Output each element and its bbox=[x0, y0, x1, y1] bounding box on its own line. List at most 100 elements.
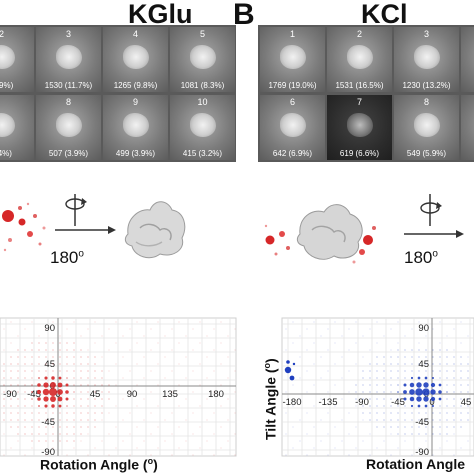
distribution-dot bbox=[115, 321, 117, 323]
class-average-tile: 8 507 (3.9%) bbox=[36, 95, 101, 160]
distribution-dot bbox=[150, 328, 152, 330]
distribution-dot bbox=[171, 370, 173, 372]
distribution-dot bbox=[80, 363, 82, 365]
distribution-dot bbox=[178, 447, 180, 449]
distribution-dot bbox=[10, 377, 12, 379]
distribution-dot bbox=[38, 433, 40, 435]
distribution-dot bbox=[51, 404, 55, 408]
distribution-dot bbox=[460, 391, 462, 393]
class-average-tile: 10 415 (3.2%) bbox=[170, 95, 235, 160]
distribution-dot bbox=[376, 342, 378, 344]
distribution-dot bbox=[348, 412, 350, 414]
distribution-dot bbox=[390, 384, 392, 386]
distribution-dot bbox=[286, 360, 290, 364]
distribution-dot bbox=[306, 349, 308, 351]
distribution-dot bbox=[122, 335, 124, 337]
distribution-dot bbox=[38, 405, 40, 407]
distribution-dot bbox=[80, 412, 82, 414]
distribution-dot bbox=[199, 342, 201, 344]
distribution-dot bbox=[348, 349, 350, 351]
x-tick-label: -135 bbox=[318, 397, 337, 408]
distribution-dot bbox=[369, 433, 371, 435]
distribution-dot bbox=[299, 440, 301, 442]
distribution-dot bbox=[327, 433, 329, 435]
distribution-dot bbox=[45, 356, 47, 358]
distribution-dot bbox=[404, 426, 406, 428]
distribution-dot bbox=[362, 440, 364, 442]
distribution-dot bbox=[397, 370, 399, 372]
distribution-dot bbox=[334, 384, 336, 386]
distribution-dot bbox=[334, 426, 336, 428]
distribution-dot bbox=[10, 405, 12, 407]
distribution-dot bbox=[115, 363, 117, 365]
distribution-dot bbox=[129, 412, 131, 414]
distribution-dot bbox=[446, 433, 448, 435]
distribution-dot bbox=[24, 370, 26, 372]
distribution-dot bbox=[439, 433, 441, 435]
distribution-dot bbox=[38, 426, 40, 428]
distribution-dot bbox=[73, 391, 75, 393]
kcl-angular-distribution-plot: -180-135-90-4504590450-45-90 bbox=[281, 317, 474, 458]
distribution-dot bbox=[164, 440, 166, 442]
distribution-dot bbox=[94, 377, 96, 379]
distribution-dot bbox=[453, 349, 455, 351]
distribution-dot bbox=[157, 384, 159, 386]
distribution-dot bbox=[355, 426, 357, 428]
distribution-dot bbox=[10, 384, 12, 386]
distribution-dot bbox=[24, 398, 26, 400]
distribution-dot bbox=[115, 426, 117, 428]
distribution-dot bbox=[348, 454, 350, 456]
distribution-dot bbox=[460, 419, 462, 421]
class-average-tile bbox=[461, 95, 474, 160]
distribution-dot bbox=[341, 356, 343, 358]
distribution-dot bbox=[227, 377, 229, 379]
distribution-dot bbox=[164, 419, 166, 421]
distribution-dot bbox=[390, 349, 392, 351]
distribution-dot bbox=[17, 419, 19, 421]
distribution-dot bbox=[157, 447, 159, 449]
distribution-dot bbox=[52, 440, 54, 442]
distribution-dot bbox=[80, 433, 82, 435]
distribution-dot bbox=[17, 384, 19, 386]
distribution-dot bbox=[66, 328, 68, 330]
distribution-dot bbox=[87, 356, 89, 358]
x-tick-label: 135 bbox=[162, 389, 178, 400]
distribution-dot bbox=[422, 388, 430, 396]
distribution-dot bbox=[284, 366, 292, 374]
distribution-dot bbox=[341, 419, 343, 421]
distribution-dot bbox=[220, 447, 222, 449]
distribution-dot bbox=[38, 419, 40, 421]
distribution-dot bbox=[73, 342, 75, 344]
distribution-dot bbox=[108, 454, 110, 456]
distribution-dot bbox=[36, 389, 42, 395]
distribution-dot bbox=[52, 447, 54, 449]
distribution-dot bbox=[397, 412, 399, 414]
distribution-dot bbox=[327, 370, 329, 372]
distribution-dot bbox=[376, 384, 378, 386]
distribution-dot bbox=[10, 370, 12, 372]
x-axis-title: Rotation Angle (o) bbox=[40, 456, 158, 473]
distribution-dot bbox=[58, 404, 62, 408]
distribution-dot bbox=[313, 405, 315, 407]
distribution-dot bbox=[292, 405, 294, 407]
distribution-dot bbox=[10, 398, 12, 400]
distribution-dot bbox=[129, 349, 131, 351]
distribution-dot bbox=[38, 335, 40, 337]
distribution-dot bbox=[101, 405, 103, 407]
distribution-dot bbox=[313, 426, 315, 428]
distribution-dot bbox=[432, 328, 434, 330]
distribution-dot bbox=[439, 419, 441, 421]
distribution-dot bbox=[425, 412, 427, 414]
distribution-dot bbox=[80, 398, 82, 400]
distribution-dot bbox=[430, 396, 436, 402]
distribution-dot bbox=[348, 433, 350, 435]
distribution-dot bbox=[306, 433, 308, 435]
class-average-tile: 9 499 (3.9%) bbox=[103, 95, 168, 160]
kcl-class-averages: 1 1769 (19.0%) 2 1531 (16.5%) 3 1230 (13.2%… bbox=[258, 25, 474, 162]
arrow-icon bbox=[404, 230, 464, 238]
distribution-dot bbox=[425, 363, 427, 365]
distribution-dot bbox=[51, 376, 55, 380]
distribution-dot bbox=[31, 342, 33, 344]
distribution-dot bbox=[94, 321, 96, 323]
distribution-dot bbox=[43, 396, 49, 402]
